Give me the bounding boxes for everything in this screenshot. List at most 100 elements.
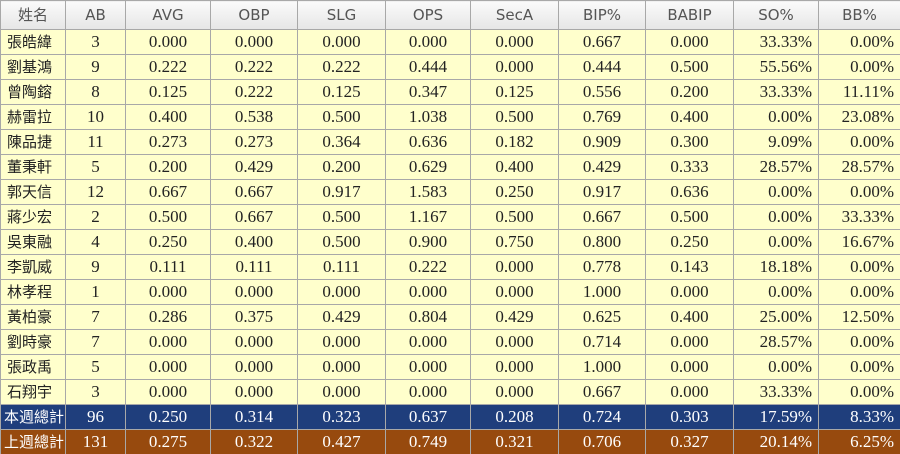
stat-cell: 0.364 — [297, 129, 386, 155]
stat-cell: 0.125 — [470, 79, 559, 105]
stat-cell: 0.500 — [470, 104, 559, 130]
total-cell: 0.327 — [645, 429, 734, 454]
stat-cell: 0.00% — [733, 179, 819, 205]
stat-cell: 9 — [65, 254, 126, 280]
stat-cell: 1 — [65, 279, 126, 305]
stat-cell: 0.222 — [385, 254, 471, 280]
stat-cell: 0.111 — [125, 254, 211, 280]
stat-cell: 55.56% — [733, 54, 819, 80]
stat-cell: 0.400 — [125, 104, 211, 130]
stat-cell: 0.00% — [733, 354, 819, 380]
stat-cell: 0.00% — [818, 329, 900, 355]
stat-cell: 0.000 — [385, 329, 471, 355]
stat-cell: 5 — [65, 154, 126, 180]
stat-cell: 0.250 — [470, 179, 559, 205]
stat-cell: 0.556 — [558, 79, 646, 105]
stat-cell: 0.347 — [385, 79, 471, 105]
header-cell: OPS — [385, 0, 471, 30]
stat-cell: 0.667 — [210, 204, 298, 230]
header-cell: OBP — [210, 0, 298, 30]
total-cell: 0.303 — [645, 404, 734, 430]
stat-cell: 0.000 — [385, 354, 471, 380]
stat-cell: 0.00% — [733, 229, 819, 255]
stat-cell: 0.125 — [125, 79, 211, 105]
stat-cell: 2 — [65, 204, 126, 230]
stat-cell: 0.636 — [385, 129, 471, 155]
total-cell: 17.59% — [733, 404, 819, 430]
stat-cell: 0.375 — [210, 304, 298, 330]
total-cell: 0.323 — [297, 404, 386, 430]
stat-cell: 0.400 — [645, 104, 734, 130]
data-row: 赫雷拉 10 0.400 0.538 0.500 1.038 0.500 0.769 0.400… — [0, 104, 900, 130]
total-cell: 0.637 — [385, 404, 471, 430]
header-cell: SLG — [297, 0, 386, 30]
stat-cell: 0.778 — [558, 254, 646, 280]
stat-cell: 0.000 — [645, 29, 734, 55]
stat-cell: 0.200 — [645, 79, 734, 105]
player-name: 林孝程 — [0, 279, 66, 305]
stat-cell: 0.000 — [297, 354, 386, 380]
total-cell: 0.321 — [470, 429, 559, 454]
stat-cell: 16.67% — [818, 229, 900, 255]
stat-cell: 0.769 — [558, 104, 646, 130]
stat-cell: 0.500 — [645, 54, 734, 80]
stat-cell: 0.111 — [297, 254, 386, 280]
stat-cell: 0.667 — [558, 379, 646, 405]
player-name: 李凱威 — [0, 254, 66, 280]
player-name: 張皓緯 — [0, 29, 66, 55]
stat-cell: 0.000 — [210, 279, 298, 305]
player-name: 郭天信 — [0, 179, 66, 205]
stat-cell: 0.000 — [125, 279, 211, 305]
stat-cell: 0.00% — [818, 354, 900, 380]
stat-cell: 0.000 — [470, 329, 559, 355]
stat-cell: 0.200 — [125, 154, 211, 180]
stat-cell: 4 — [65, 229, 126, 255]
header-cell: SecA — [470, 0, 559, 30]
stat-cell: 1.000 — [558, 354, 646, 380]
stat-cell: 0.00% — [733, 279, 819, 305]
total-cell: 0.322 — [210, 429, 298, 454]
header-cell: SO% — [733, 0, 819, 30]
stat-cell: 0.00% — [818, 254, 900, 280]
player-name: 黃柏豪 — [0, 304, 66, 330]
header-cell: BB% — [818, 0, 900, 30]
stat-cell: 0.000 — [297, 279, 386, 305]
stat-cell: 33.33% — [733, 79, 819, 105]
stat-cell: 0.000 — [645, 329, 734, 355]
stat-cell: 0.00% — [818, 379, 900, 405]
data-row: 劉基鴻 9 0.222 0.222 0.222 0.444 0.000 0.444 0.500 5… — [0, 54, 900, 80]
stat-cell: 0.00% — [733, 104, 819, 130]
stat-cell: 3 — [65, 379, 126, 405]
stat-cell: 0.500 — [470, 204, 559, 230]
stat-cell: 28.57% — [733, 329, 819, 355]
stat-cell: 10 — [65, 104, 126, 130]
stat-cell: 12.50% — [818, 304, 900, 330]
stat-cell: 1.583 — [385, 179, 471, 205]
stat-cell: 0.000 — [125, 354, 211, 380]
stat-cell: 0.00% — [733, 204, 819, 230]
stat-cell: 0.300 — [645, 129, 734, 155]
stat-cell: 7 — [65, 329, 126, 355]
data-row: 陳品捷 11 0.273 0.273 0.364 0.636 0.182 0.909 0.300… — [0, 129, 900, 155]
total-cell: 0.250 — [125, 404, 211, 430]
stat-cell: 12 — [65, 179, 126, 205]
total-cell: 0.314 — [210, 404, 298, 430]
stat-cell: 0.273 — [125, 129, 211, 155]
player-name: 劉時豪 — [0, 329, 66, 355]
stat-cell: 9.09% — [733, 129, 819, 155]
stat-cell: 0.538 — [210, 104, 298, 130]
stat-cell: 0.629 — [385, 154, 471, 180]
header-cell: AVG — [125, 0, 211, 30]
stat-cell: 9 — [65, 54, 126, 80]
stat-cell: 0.000 — [470, 54, 559, 80]
stat-cell: 0.500 — [297, 204, 386, 230]
stat-cell: 33.33% — [818, 204, 900, 230]
stat-cell: 0.500 — [125, 204, 211, 230]
player-name: 董秉軒 — [0, 154, 66, 180]
stat-cell: 0.00% — [818, 129, 900, 155]
stat-cell: 33.33% — [733, 29, 819, 55]
total-label: 本週總計 — [0, 404, 66, 430]
stat-cell: 0.00% — [818, 179, 900, 205]
total-cell: 0.208 — [470, 404, 559, 430]
